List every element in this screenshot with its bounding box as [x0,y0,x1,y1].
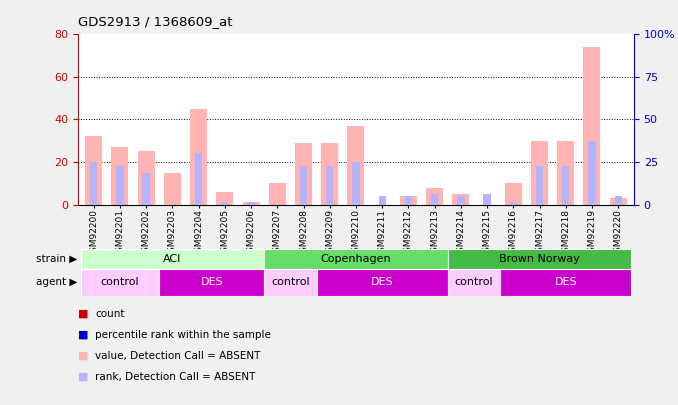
Text: ACI: ACI [163,254,182,264]
Bar [500,269,631,296]
Bar [431,194,438,205]
Bar [452,194,469,205]
Bar [378,196,386,205]
Text: Copenhagen: Copenhagen [321,254,391,264]
Bar [447,269,500,296]
Bar [264,269,317,296]
Bar [536,166,543,205]
Text: percentile rank within the sample: percentile rank within the sample [95,330,271,340]
Bar [247,202,255,205]
Text: ■: ■ [78,330,88,340]
Bar [353,162,359,205]
Bar [400,196,417,205]
Text: ■: ■ [78,372,88,382]
Text: rank, Detection Call = ABSENT: rank, Detection Call = ABSENT [95,372,256,382]
Bar [295,143,312,205]
Bar [216,192,233,205]
Bar [614,196,622,205]
Text: agent ▶: agent ▶ [36,277,77,288]
Bar [268,183,286,205]
Text: DES: DES [201,277,223,288]
Text: Brown Norway: Brown Norway [499,254,580,264]
Bar [195,153,202,205]
Text: GDS2913 / 1368609_at: GDS2913 / 1368609_at [78,15,233,28]
Bar [347,126,365,205]
Text: DES: DES [555,277,577,288]
Bar [243,202,260,205]
Bar [326,166,334,205]
Bar [138,151,155,205]
Bar [562,166,570,205]
Text: control: control [455,277,494,288]
Bar [426,188,443,205]
Text: DES: DES [371,277,393,288]
Bar [447,249,631,269]
Bar [531,141,548,205]
Bar [610,198,626,205]
Bar [405,196,412,205]
Bar [159,269,264,296]
Bar [483,194,491,205]
Bar [90,162,98,205]
Bar [457,196,464,205]
Bar [111,147,128,205]
Bar [557,141,574,205]
Bar [264,249,447,269]
Bar [505,183,522,205]
Bar [164,173,181,205]
Bar [81,269,159,296]
Text: ■: ■ [78,351,88,361]
Bar [190,109,207,205]
Text: control: control [100,277,139,288]
Text: ■: ■ [78,309,88,319]
Bar [300,166,307,205]
Bar [510,202,517,205]
Text: strain ▶: strain ▶ [36,254,77,264]
Bar [584,47,601,205]
Bar [142,173,150,205]
Text: count: count [95,309,125,319]
Bar [81,249,264,269]
Bar [85,136,102,205]
Bar [321,143,338,205]
Text: control: control [271,277,310,288]
Bar [221,202,228,205]
Bar [317,269,447,296]
Bar [116,166,123,205]
Bar [589,141,596,205]
Text: value, Detection Call = ABSENT: value, Detection Call = ABSENT [95,351,260,361]
